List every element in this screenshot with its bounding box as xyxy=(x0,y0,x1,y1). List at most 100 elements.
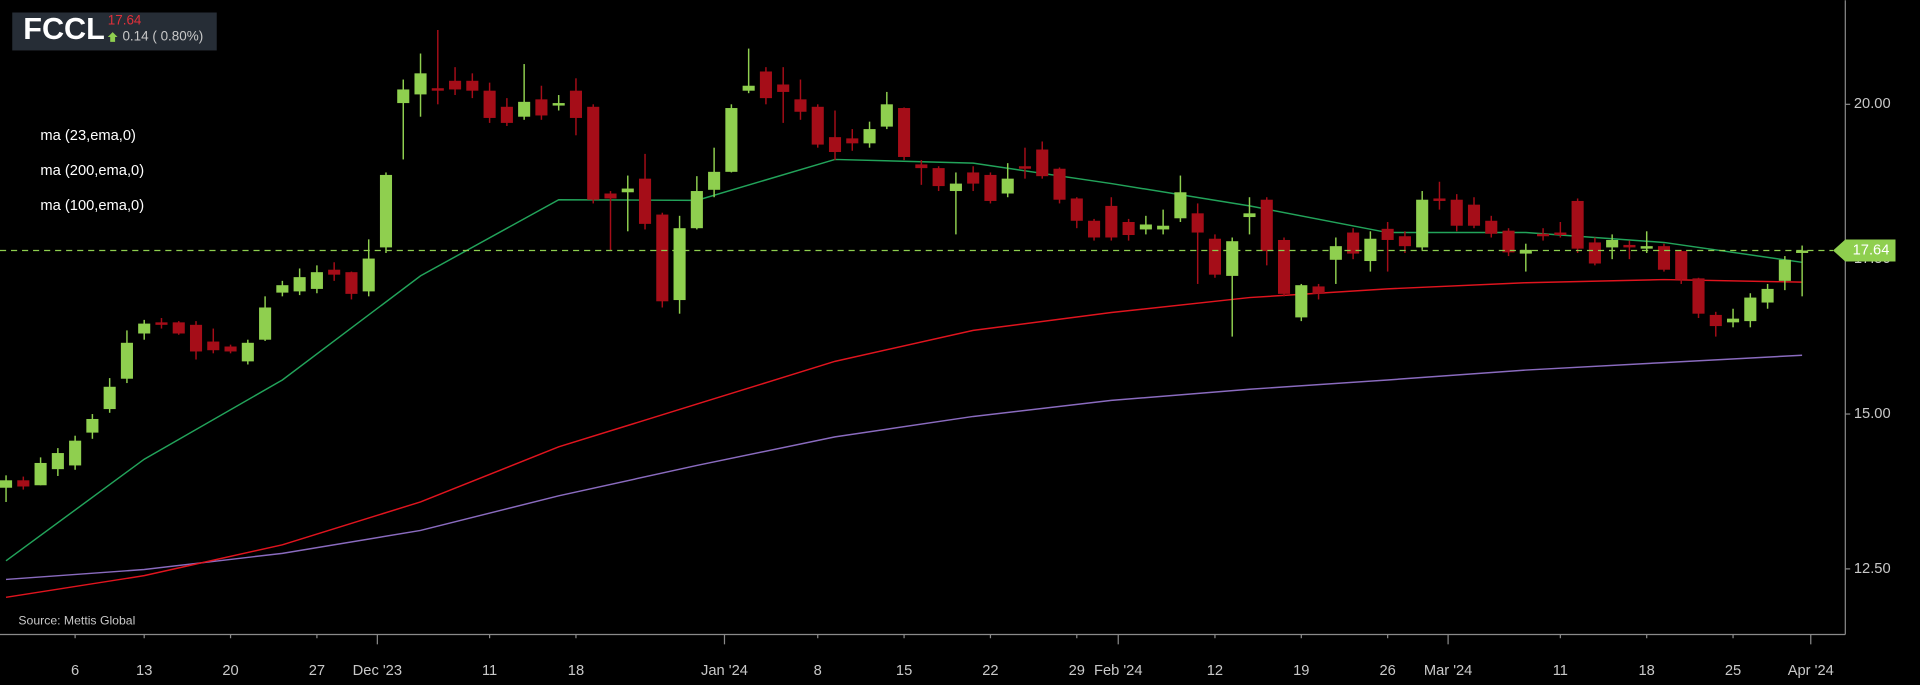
legend-entry: ma (23,ema,0) xyxy=(40,128,136,144)
candle-body xyxy=(1277,239,1291,294)
candle-body xyxy=(172,322,185,334)
candle-body xyxy=(69,440,82,466)
header-box xyxy=(12,12,217,51)
candle-body xyxy=(725,108,738,172)
candle-body xyxy=(1088,220,1101,238)
last-price-tag xyxy=(1833,239,1896,262)
candle-body xyxy=(656,214,669,302)
source: Source: Mettis Global xyxy=(18,613,135,627)
x-tick-label: Feb '24 xyxy=(1094,663,1143,679)
candle-body xyxy=(708,171,721,190)
candle-body xyxy=(949,183,962,192)
x-tick-label: 15 xyxy=(896,663,912,679)
last-price: 17.64 xyxy=(108,13,142,28)
candle-body xyxy=(1364,238,1377,262)
candle-body xyxy=(535,99,548,116)
x-tick-label: 20 xyxy=(222,663,238,679)
candle-body xyxy=(1381,228,1394,240)
x-tick-label: 13 xyxy=(136,663,152,679)
candle-body xyxy=(1537,233,1550,237)
candle-body xyxy=(1467,204,1481,226)
candle-body xyxy=(1588,242,1601,264)
candle-body xyxy=(1208,238,1221,275)
candle-body xyxy=(932,168,945,187)
candle-body xyxy=(794,99,807,112)
candle-body xyxy=(86,418,99,433)
candle-body xyxy=(1450,199,1463,226)
price-change: 0.14 ( 0.80%) xyxy=(122,29,203,44)
candle-body xyxy=(259,307,272,340)
candle-body xyxy=(1485,220,1498,234)
candle-body xyxy=(397,89,410,104)
candle-body xyxy=(967,172,980,184)
candle-body xyxy=(449,80,462,90)
candle-body xyxy=(1157,225,1170,230)
candle-body xyxy=(673,228,686,301)
candle-body xyxy=(155,322,168,325)
candle-body xyxy=(1001,178,1014,194)
candle-body xyxy=(293,277,306,292)
candle-body xyxy=(1692,278,1705,314)
candle-body xyxy=(34,462,47,486)
ma-line xyxy=(5,354,1803,581)
candle-body xyxy=(1329,246,1342,260)
candle-body xyxy=(1623,244,1636,248)
candle-body xyxy=(103,386,116,410)
legend-entry: ma (100,ema,0) xyxy=(40,198,144,214)
candle-body xyxy=(1036,149,1049,177)
candle-body xyxy=(379,174,393,248)
candle-body xyxy=(1295,285,1308,318)
x-tick-label: 19 xyxy=(1293,663,1309,679)
y-tick-label: 15.00 xyxy=(1854,406,1891,422)
x-tick-label: Dec '23 xyxy=(353,663,402,679)
candle-body xyxy=(898,108,911,157)
candle-body xyxy=(690,191,703,229)
candle-body xyxy=(431,88,444,91)
x-tick-label: 18 xyxy=(568,663,584,679)
candle-body xyxy=(1554,232,1567,236)
candle-body xyxy=(846,138,859,144)
candle-body xyxy=(1053,168,1066,200)
candle-body xyxy=(1675,251,1688,280)
x-tick-label: 18 xyxy=(1639,663,1655,679)
y-tick-label: 12.50 xyxy=(1854,561,1891,577)
candle-body xyxy=(345,272,358,294)
candle-body xyxy=(1657,246,1671,270)
candle-body xyxy=(638,178,652,224)
candle-body xyxy=(621,188,634,193)
y-tick-label: 20.00 xyxy=(1854,96,1891,112)
candle-body xyxy=(828,137,842,153)
candle-body xyxy=(17,480,30,487)
candle-body xyxy=(1105,205,1118,238)
ticker: FCCL xyxy=(23,12,105,46)
candle-body xyxy=(552,103,565,106)
candle-body xyxy=(587,106,600,200)
x-tick-label: 8 xyxy=(814,663,822,679)
candle-body xyxy=(207,341,220,351)
x-tick-label: 6 xyxy=(71,663,79,679)
candle-body xyxy=(1709,314,1722,327)
x-tick-label: 11 xyxy=(1553,663,1568,679)
candle-body xyxy=(1139,224,1152,230)
candle-body xyxy=(1174,192,1187,219)
candle-body xyxy=(915,164,928,169)
plot-area xyxy=(0,29,1834,599)
candle-body xyxy=(604,193,617,199)
candle-body xyxy=(880,104,893,127)
x-tick-label: Mar '24 xyxy=(1424,663,1473,679)
candle-body xyxy=(500,106,513,123)
candle-body xyxy=(414,73,427,95)
candle-body xyxy=(310,272,323,289)
candle-body xyxy=(466,80,479,91)
x-tick-label: 25 xyxy=(1725,663,1741,679)
candle-body xyxy=(1796,250,1809,253)
candle-body xyxy=(1433,198,1446,201)
candle-body xyxy=(362,258,375,292)
candle-body xyxy=(1398,236,1411,247)
x-tick-label: Apr '24 xyxy=(1788,663,1834,679)
candle-body xyxy=(189,324,203,352)
candle-body xyxy=(811,106,824,145)
